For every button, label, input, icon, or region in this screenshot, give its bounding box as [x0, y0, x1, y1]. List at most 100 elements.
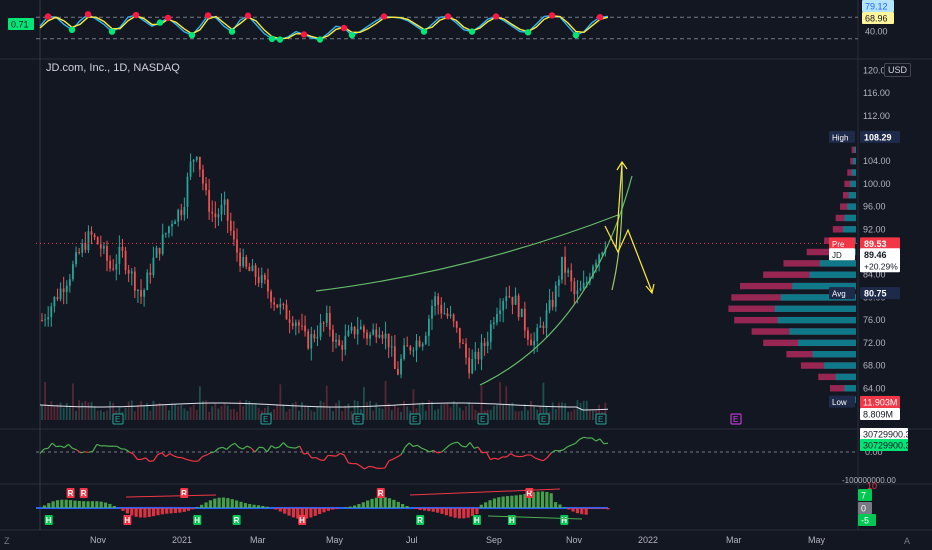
- momentum-signal-label: R: [417, 516, 423, 525]
- price-tag-value-bg: [860, 248, 900, 273]
- candle-body: [551, 300, 554, 307]
- volume-bar: [127, 401, 130, 420]
- candle-body: [517, 295, 520, 317]
- candle-body: [106, 246, 108, 261]
- candle-body: [115, 263, 118, 270]
- candle-body: [72, 264, 74, 280]
- earnings-marker-label: E: [541, 415, 546, 424]
- price-y-tick-label: 72.00: [863, 338, 886, 348]
- stoch-signal-dot: [276, 36, 284, 43]
- candle-body: [415, 340, 418, 351]
- oscillator-segment: [522, 454, 528, 458]
- candle-body: [242, 256, 245, 267]
- momentum-bar: [379, 497, 383, 508]
- price-y-tick-label: 112.00: [863, 111, 890, 121]
- oscillator-segment: [222, 446, 227, 451]
- volume-bar: [576, 400, 579, 420]
- stoch-signal-dot: [164, 14, 172, 22]
- volume-bar: [133, 411, 136, 420]
- earnings-marker[interactable]: [477, 413, 489, 425]
- volume-bar: [325, 385, 328, 420]
- momentum-bar: [138, 508, 143, 518]
- volume-bar: [542, 382, 545, 420]
- oscillator-segment: [80, 451, 85, 454]
- price-y-tick-label: 76.00: [863, 315, 886, 325]
- oscillator-segment: [603, 442, 609, 445]
- volume-tag-current-bg: [860, 396, 900, 408]
- oscillator-segment: [72, 447, 77, 451]
- price-y-tick-label: 104.00: [863, 156, 891, 166]
- auto-scale-button[interactable]: A: [904, 536, 911, 546]
- future-earnings-marker[interactable]: [730, 413, 742, 425]
- candle-body: [226, 199, 229, 221]
- projection-down-arrow: [604, 225, 653, 293]
- oscillator-segment: [396, 454, 402, 458]
- volume-profile-up: [792, 282, 856, 290]
- volume-bar: [248, 401, 251, 420]
- volume-bar: [257, 407, 260, 420]
- volume-bar: [567, 411, 570, 420]
- oscillator-segment: [169, 453, 175, 457]
- candle-body: [316, 336, 319, 339]
- oscillator-segment: [364, 465, 369, 470]
- oscillator-segment: [360, 465, 365, 470]
- momentum-bar: [213, 498, 217, 508]
- oscillator-bottom-tick: -100000000.00: [842, 476, 896, 485]
- earnings-marker[interactable]: [595, 413, 607, 425]
- momentum-bar: [501, 496, 505, 508]
- oscillator-segment: [550, 449, 556, 454]
- pattern-upper-curve: [315, 214, 619, 292]
- price-tag-label: Pre: [832, 240, 845, 249]
- currency-button[interactable]: USD: [884, 63, 912, 77]
- oscillator-segment: [323, 455, 329, 461]
- oscillator-segment: [469, 442, 475, 449]
- momentum-bar: [278, 508, 282, 512]
- momentum-bar: [431, 508, 435, 512]
- momentum-bar: [86, 501, 90, 508]
- earnings-marker[interactable]: [112, 413, 124, 425]
- price-tag-label-bg: [829, 287, 855, 300]
- momentum-bar: [575, 508, 580, 514]
- oscillator-segment: [542, 457, 548, 462]
- stoch-signal-dot: [156, 19, 164, 26]
- volume-bar: [424, 410, 427, 420]
- momentum-bar: [440, 508, 444, 514]
- earnings-marker[interactable]: [352, 413, 364, 425]
- earnings-marker[interactable]: [409, 413, 421, 425]
- oscillator-segment: [388, 458, 394, 462]
- oscillator-segment: [506, 453, 512, 458]
- momentum-bar: [361, 502, 365, 508]
- time-tick-label: Sep: [486, 535, 502, 545]
- momentum-bar: [562, 507, 566, 508]
- time-tick-label: Nov: [90, 535, 107, 545]
- momentum-bar: [357, 504, 361, 508]
- momentum-bar: [519, 494, 523, 508]
- momentum-bar: [532, 492, 536, 508]
- earnings-marker[interactable]: [538, 413, 550, 425]
- volume-bar: [347, 403, 350, 420]
- oscillator-segment: [559, 449, 564, 452]
- momentum-bar: [545, 491, 549, 508]
- earnings-marker-label: E: [598, 415, 603, 424]
- oscillator-segment: [307, 452, 313, 459]
- oscillator-segment: [538, 458, 544, 462]
- oscillator-segment: [242, 445, 248, 450]
- momentum-bar: [602, 508, 606, 509]
- earnings-marker[interactable]: [260, 413, 272, 425]
- oscillator-tag-1: 30729900.36: [863, 430, 916, 440]
- volume-bar: [449, 407, 452, 420]
- oscillator-segment: [425, 449, 430, 453]
- oscillator-segment: [465, 442, 471, 448]
- momentum-bar: [558, 504, 562, 508]
- candle-body: [462, 342, 464, 344]
- oscillator-segment: [63, 443, 69, 448]
- candle-body: [523, 308, 526, 331]
- volume-bar: [468, 402, 471, 420]
- zoom-button[interactable]: Z: [4, 536, 10, 546]
- candle-body: [384, 333, 387, 339]
- time-tick-label: Mar: [250, 535, 266, 545]
- volume-bar: [557, 402, 560, 420]
- oscillator-segment: [421, 447, 426, 451]
- candle-body: [328, 313, 331, 330]
